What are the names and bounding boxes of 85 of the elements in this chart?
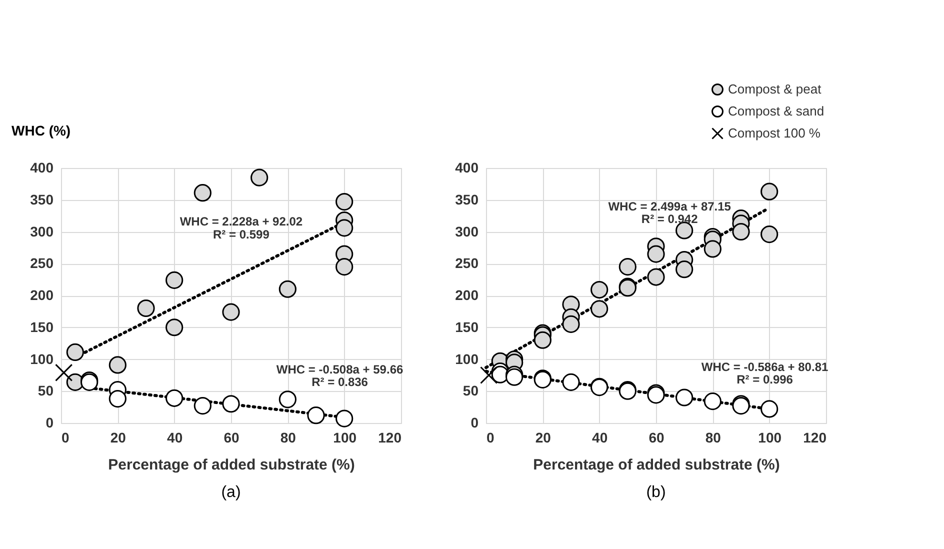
- annotation: R² = 0.996: [736, 372, 794, 387]
- point: [704, 392, 722, 410]
- point: [732, 222, 750, 241]
- point: [108, 390, 126, 408]
- point: [480, 366, 498, 384]
- y-tick-label: 250: [455, 255, 479, 272]
- y-tick-label: 100: [455, 350, 479, 367]
- x-tick-label: 40: [592, 430, 608, 446]
- y-tick-label: 350: [455, 191, 479, 208]
- y-tick-label: 300: [30, 223, 54, 240]
- point: [66, 343, 84, 362]
- y-tick-label: 0: [470, 414, 479, 430]
- point: [676, 260, 694, 278]
- point: [278, 390, 296, 408]
- y-tick-label: 150: [455, 318, 479, 335]
- point: [336, 410, 354, 428]
- point: [166, 318, 184, 336]
- point: [222, 395, 240, 413]
- y-tick-label: 50: [38, 382, 54, 399]
- y-tick-label: 350: [30, 191, 54, 208]
- point: [166, 271, 184, 289]
- point: [307, 406, 325, 424]
- x-tick-label: 40: [167, 430, 183, 446]
- annotation: R² = 0.942: [641, 212, 698, 226]
- y-tick-label: 200: [455, 287, 479, 303]
- legend-label: Compost & sand: [728, 104, 824, 118]
- x-tick-label: 80: [705, 430, 722, 446]
- x-tick-label: 60: [224, 430, 240, 446]
- annotation: R² = 0.599: [213, 227, 270, 242]
- annotation: R² = 0.836: [312, 375, 368, 390]
- point: [618, 258, 636, 276]
- legend-label: Compost & peat: [728, 82, 822, 96]
- text: (a): [221, 484, 241, 501]
- x-axis-title: Percentage of added substrate (%): [108, 456, 355, 474]
- x-tick-label: 120: [803, 430, 827, 446]
- x-axis-title: Percentage of added substrate (%): [533, 456, 780, 474]
- y-axis-title: WHC (%): [12, 122, 71, 138]
- point: [250, 168, 268, 186]
- point: [647, 245, 665, 263]
- point: [108, 356, 126, 374]
- point: [137, 299, 155, 318]
- annotation: WHC = 2.228a + 92.02: [180, 214, 303, 229]
- y-tick-label: 250: [30, 255, 54, 272]
- point: [336, 258, 354, 276]
- point: [676, 388, 694, 406]
- point: [166, 389, 184, 407]
- y-tick-label: 0: [46, 414, 54, 430]
- point: [704, 240, 722, 258]
- text: (b): [646, 484, 666, 501]
- y-tick-label: 400: [455, 160, 479, 176]
- y-tick-label: 400: [30, 160, 54, 176]
- point: [590, 280, 608, 299]
- point: [647, 268, 665, 286]
- annotation: WHC = -0.586a + 80.81: [701, 360, 828, 374]
- x-tick-label: 120: [378, 430, 402, 446]
- point: [534, 331, 552, 349]
- x-tick-label: 20: [110, 430, 126, 446]
- point: [194, 396, 212, 415]
- point: [562, 315, 580, 333]
- y-tick-label: 150: [30, 318, 54, 335]
- x-tick-label: 20: [535, 430, 552, 446]
- x-tick-label: 0: [62, 430, 70, 446]
- y-tick-label: 50: [462, 382, 479, 399]
- point: [278, 280, 296, 298]
- point: [336, 192, 354, 211]
- legend-label: Compost 100 %: [728, 126, 821, 140]
- point: [194, 184, 212, 202]
- y-tick-label: 300: [455, 223, 479, 240]
- point: [760, 400, 778, 418]
- point: [760, 226, 778, 244]
- point: [590, 300, 608, 318]
- annotation: WHC = -0.508a + 59.66: [276, 362, 404, 376]
- x-tick-label: 80: [280, 430, 296, 446]
- y-tick-label: 200: [30, 287, 54, 303]
- point: [222, 303, 240, 321]
- point: [55, 364, 73, 382]
- x-tick-label: 100: [333, 430, 357, 446]
- point: [336, 219, 354, 237]
- x-tick-label: 100: [758, 430, 782, 446]
- point: [760, 182, 778, 200]
- x-tick-label: 60: [648, 430, 664, 446]
- point: [562, 373, 580, 391]
- x-tick-label: 0: [486, 430, 494, 446]
- annotation: WHC = 2.499a + 87.15: [608, 199, 732, 214]
- y-tick-label: 100: [30, 350, 54, 367]
